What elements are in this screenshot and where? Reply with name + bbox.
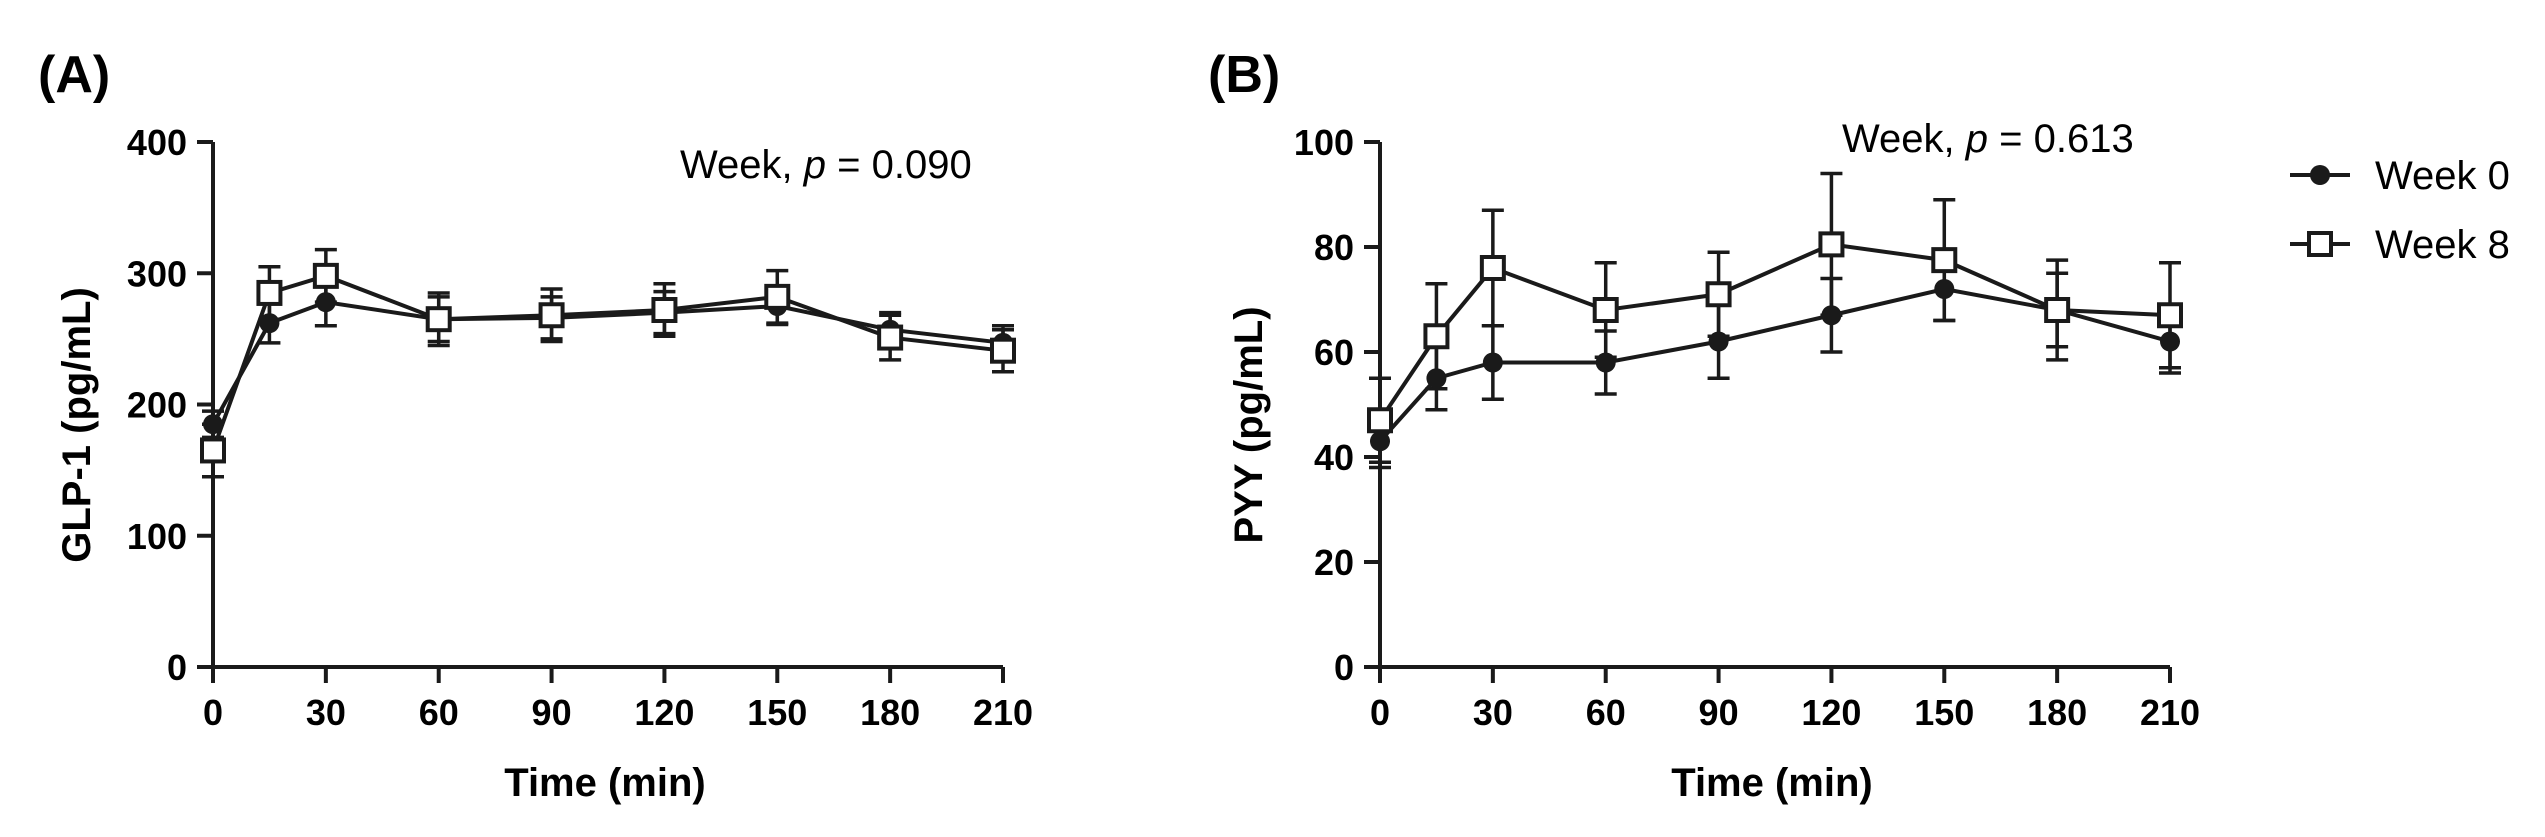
- panel-a-point-week-8: [256, 279, 283, 306]
- panel-b-point-week-0: [1370, 431, 1390, 452]
- legend-marker-week-8: [2307, 231, 2333, 257]
- panel-b-y-tick-label: 40: [1314, 437, 1354, 478]
- panel-a-point-week-0: [259, 313, 280, 334]
- panel-b-point-week-8: [2157, 302, 2183, 329]
- legend-label-week-0: Week 0: [2375, 154, 2510, 198]
- panel-b-x-tick-label: 180: [2027, 692, 2087, 733]
- panel-b-y-tick-label: 0: [1334, 647, 1354, 688]
- panel-a-point-week-8: [990, 337, 1016, 364]
- panel-a-x-tick-label: 150: [747, 692, 807, 733]
- panel-b-label: (B): [1208, 46, 1280, 104]
- panel-b: (B) Week, p = 0.613 Time (min) PYY (pg/m…: [1208, 46, 2200, 805]
- panel-a-label: (A): [38, 46, 110, 104]
- panel-b-point-week-0: [1708, 331, 1729, 352]
- panel-b-point-week-0: [2160, 331, 2180, 352]
- panel-b-point-week-0: [1482, 352, 1503, 373]
- panel-a-y-tick-label: 200: [127, 385, 187, 426]
- panel-b-point-week-8: [2044, 297, 2071, 323]
- panel-a-stat-annotation: Week, p = 0.090: [680, 143, 972, 187]
- panel-a-point-week-0: [203, 414, 223, 435]
- panel-b-y-axis-title: PYY (pg/mL): [1227, 306, 1271, 543]
- panel-b-x-tick-label: 120: [1801, 692, 1861, 733]
- panel-b-point-week-8: [1367, 407, 1393, 434]
- panel-b-y-tick-label: 100: [1294, 122, 1354, 163]
- panel-a-x-axis-title: Time (min): [504, 761, 706, 805]
- panel-a-x-tick-label: 0: [203, 692, 223, 733]
- panel-a: (A) Week, p = 0.090 Time (min) GLP-1 (pg…: [38, 46, 1033, 805]
- panel-a-point-week-8: [200, 437, 226, 464]
- panel-a-point-week-8: [312, 262, 339, 289]
- panel-a-point-week-8: [764, 283, 791, 310]
- panel-a-point-week-8: [425, 306, 452, 333]
- panel-b-point-week-0: [1595, 352, 1616, 373]
- panel-b-x-axis-title: Time (min): [1671, 761, 1873, 805]
- panel-a-axes: 0 100 200 300 400 0 30 60 90 120 150 180 210: [127, 122, 1033, 733]
- panel-b-point-week-8: [1705, 281, 1732, 308]
- panel-b-point-week-0: [1426, 368, 1447, 389]
- panel-b-y-tick-label: 60: [1314, 332, 1354, 373]
- panel-b-point-week-8: [1592, 297, 1619, 323]
- panel-b-x-tick-label: 150: [1914, 692, 1974, 733]
- panel-a-x-tick-label: 30: [306, 692, 346, 733]
- panel-b-stat-annotation: Week, p = 0.613: [1842, 117, 2134, 161]
- panel-a-point-week-0: [315, 292, 336, 313]
- panel-b-x-tick-label: 210: [2140, 692, 2200, 733]
- legend-label-week-8: Week 8: [2375, 223, 2510, 267]
- panel-b-point-week-0: [1934, 279, 1955, 299]
- panel-b-point-week-8: [1479, 255, 1506, 281]
- panel-b-y-tick-label: 20: [1314, 542, 1354, 583]
- panel-a-y-tick-label: 400: [127, 122, 187, 163]
- panel-b-y-tick-label: 80: [1314, 227, 1354, 268]
- panel-a-y-axis-title: GLP-1 (pg/mL): [55, 287, 99, 563]
- panel-a-point-week-8: [651, 297, 678, 323]
- panel-b-x-tick-label: 30: [1473, 692, 1513, 733]
- panel-b-point-week-8: [1423, 323, 1450, 350]
- panel-a-x-tick-label: 60: [419, 692, 459, 733]
- legend-item-week-0: Week 0: [2290, 154, 2510, 198]
- panel-a-x-tick-label: 120: [634, 692, 694, 733]
- panel-a-plot-area: [200, 247, 1016, 479]
- panel-a-y-tick-label: 300: [127, 253, 187, 294]
- panel-b-x-tick-label: 90: [1699, 692, 1739, 733]
- panel-a-series-line-week-0: [211, 300, 1004, 426]
- panel-b-point-week-0: [1821, 305, 1842, 326]
- panel-b-x-tick-label: 0: [1370, 692, 1390, 733]
- panel-a-x-tick-label: 180: [860, 692, 920, 733]
- panel-b-point-week-8: [1818, 231, 1845, 258]
- legend: Week 0 Week 8: [2290, 154, 2510, 267]
- panel-a-x-tick-label: 210: [973, 692, 1033, 733]
- panel-a-y-tick-label: 100: [127, 516, 187, 557]
- panel-a-point-week-8: [877, 324, 904, 351]
- panel-a-y-tick-label: 0: [167, 647, 187, 688]
- panel-b-axes: 0 20 40 60 80 100 0 30 60 90 120 150 180 210: [1294, 122, 2200, 733]
- panel-a-x-tick-label: 90: [532, 692, 572, 733]
- panel-b-plot-area: [1367, 171, 2183, 470]
- panel-b-x-tick-label: 60: [1586, 692, 1626, 733]
- panel-b-point-week-8: [1931, 247, 1958, 274]
- panel-a-point-week-8: [538, 302, 565, 329]
- legend-marker-week-0: [2310, 165, 2330, 185]
- legend-item-week-8: Week 8: [2290, 223, 2510, 267]
